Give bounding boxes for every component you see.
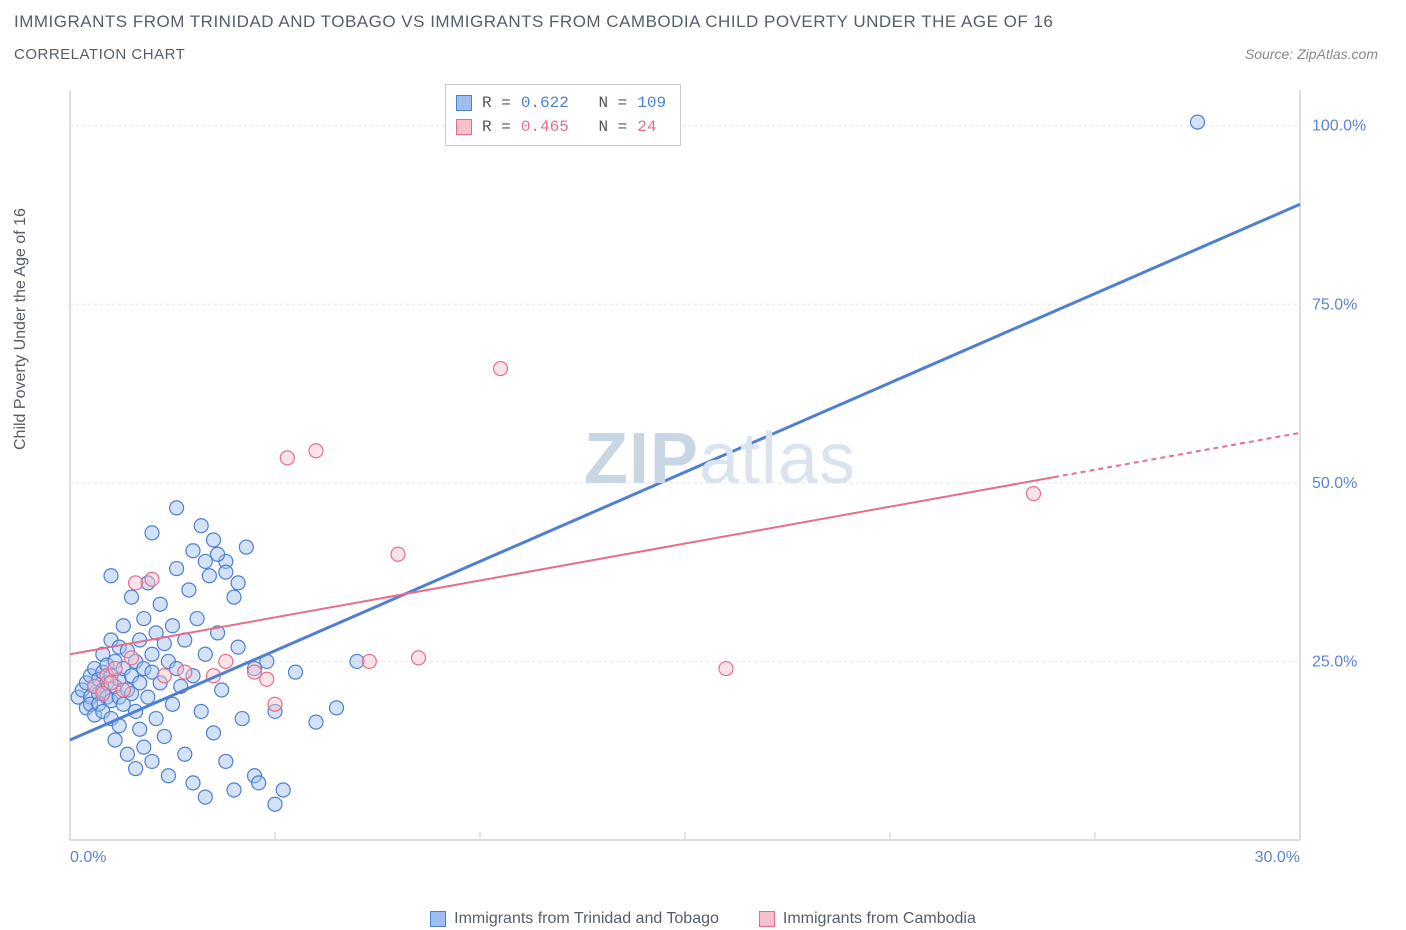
legend-item-1: Immigrants from Trinidad and Tobago xyxy=(430,910,719,928)
n-value-2: 24 xyxy=(637,115,656,139)
y-axis-label: Child Poverty Under the Age of 16 xyxy=(12,208,30,450)
svg-text:25.0%: 25.0% xyxy=(1312,653,1357,670)
legend-swatch-1 xyxy=(430,911,446,927)
n-label-1: N = xyxy=(598,91,627,115)
n-value-1: 109 xyxy=(637,91,666,115)
stats-row-2: R = 0.465 N = 24 xyxy=(456,115,666,139)
n-label-2: N = xyxy=(598,115,627,139)
legend-label-1: Immigrants from Trinidad and Tobago xyxy=(454,910,719,928)
legend: Immigrants from Trinidad and Tobago Immi… xyxy=(0,910,1406,928)
svg-text:100.0%: 100.0% xyxy=(1312,118,1366,135)
r-value-1: 0.622 xyxy=(521,91,569,115)
r-label-2: R = xyxy=(482,115,511,139)
r-value-2: 0.465 xyxy=(521,115,569,139)
swatch-series-2 xyxy=(456,119,472,135)
legend-swatch-2 xyxy=(759,911,775,927)
chart-title: IMMIGRANTS FROM TRINIDAD AND TOBAGO VS I… xyxy=(14,12,1053,32)
svg-text:50.0%: 50.0% xyxy=(1312,475,1357,492)
stats-box: R = 0.622 N = 109 R = 0.465 N = 24 xyxy=(445,84,681,146)
chart-svg: 25.0% 50.0% 75.0% 100.0% 0.0% 30.0% xyxy=(60,80,1380,870)
r-label-1: R = xyxy=(482,91,511,115)
legend-label-2: Immigrants from Cambodia xyxy=(783,910,976,928)
swatch-series-1 xyxy=(456,95,472,111)
stats-row-1: R = 0.622 N = 109 xyxy=(456,91,666,115)
svg-text:75.0%: 75.0% xyxy=(1312,296,1357,313)
chart-subtitle: CORRELATION CHART xyxy=(14,46,185,63)
legend-item-2: Immigrants from Cambodia xyxy=(759,910,976,928)
chart-canvas: 25.0%50.0%75.0%100.0%0.0%30.0% ZIPatlas xyxy=(60,80,1380,870)
svg-text:30.0%: 30.0% xyxy=(1255,849,1300,866)
source-label: Source: ZipAtlas.com xyxy=(1245,46,1378,62)
svg-text:0.0%: 0.0% xyxy=(70,849,106,866)
